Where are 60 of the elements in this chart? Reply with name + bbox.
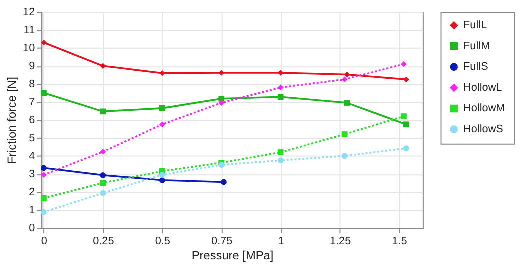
point xyxy=(401,61,407,68)
point xyxy=(344,100,350,106)
point xyxy=(100,180,106,186)
y-tick-label: 11 xyxy=(24,24,36,37)
point xyxy=(278,94,284,100)
legend-label: FullS xyxy=(464,61,488,74)
point xyxy=(100,108,106,115)
x-axis-title: Pressure [MPa] xyxy=(192,248,274,262)
point xyxy=(41,209,47,216)
point xyxy=(278,158,284,164)
point xyxy=(278,84,284,91)
point xyxy=(41,90,47,96)
legend-label: HollowS xyxy=(464,124,504,136)
point xyxy=(218,162,225,168)
y-tick-label: 0 xyxy=(29,222,36,235)
point xyxy=(159,122,166,128)
y-tick-label: 8 xyxy=(29,78,36,91)
point xyxy=(41,40,47,46)
point xyxy=(278,150,284,156)
x-tick-label: 1 xyxy=(278,235,284,248)
y-tick-label: 5 xyxy=(29,132,36,145)
point xyxy=(159,172,166,178)
point xyxy=(159,177,166,184)
y-tick-label: 6 xyxy=(29,114,36,127)
point xyxy=(342,132,348,138)
legend-label: HollowL xyxy=(464,82,502,94)
y-tick-label: 7 xyxy=(29,96,36,109)
point xyxy=(342,76,348,83)
x-tick-label: 0.5 xyxy=(155,235,170,248)
y-tick-label: 2 xyxy=(29,186,36,199)
point xyxy=(159,70,166,76)
x-tick-label: 1.25 xyxy=(330,235,352,248)
x-tick-label: 1.5 xyxy=(392,235,408,248)
legend-label: FullM xyxy=(464,40,490,52)
point xyxy=(100,190,106,196)
y-tick-label: 9 xyxy=(29,60,36,73)
x-tick-label: 0.75 xyxy=(212,235,233,248)
point xyxy=(41,195,47,202)
point xyxy=(403,76,410,83)
point xyxy=(41,165,47,172)
y-axis-title: Friction force [N] xyxy=(5,77,20,164)
y-tick-label: 1 xyxy=(29,204,36,217)
x-tick-label: 0.25 xyxy=(93,235,114,248)
point xyxy=(218,100,225,106)
y-tick-label: 12 xyxy=(23,6,36,19)
legend-label: HollowM xyxy=(464,102,506,115)
point xyxy=(403,122,410,128)
y-tick-label: 4 xyxy=(29,150,36,163)
y-tick-label: 3 xyxy=(29,168,36,181)
point xyxy=(221,179,227,186)
point xyxy=(403,146,410,152)
point xyxy=(100,149,106,155)
legend-label: FullL xyxy=(464,20,488,32)
point xyxy=(159,106,166,112)
point xyxy=(100,63,106,70)
x-tick-label: 0 xyxy=(41,235,48,248)
point xyxy=(100,172,106,178)
y-tick-label: 10 xyxy=(23,42,36,55)
point xyxy=(342,153,348,160)
point xyxy=(401,114,407,120)
